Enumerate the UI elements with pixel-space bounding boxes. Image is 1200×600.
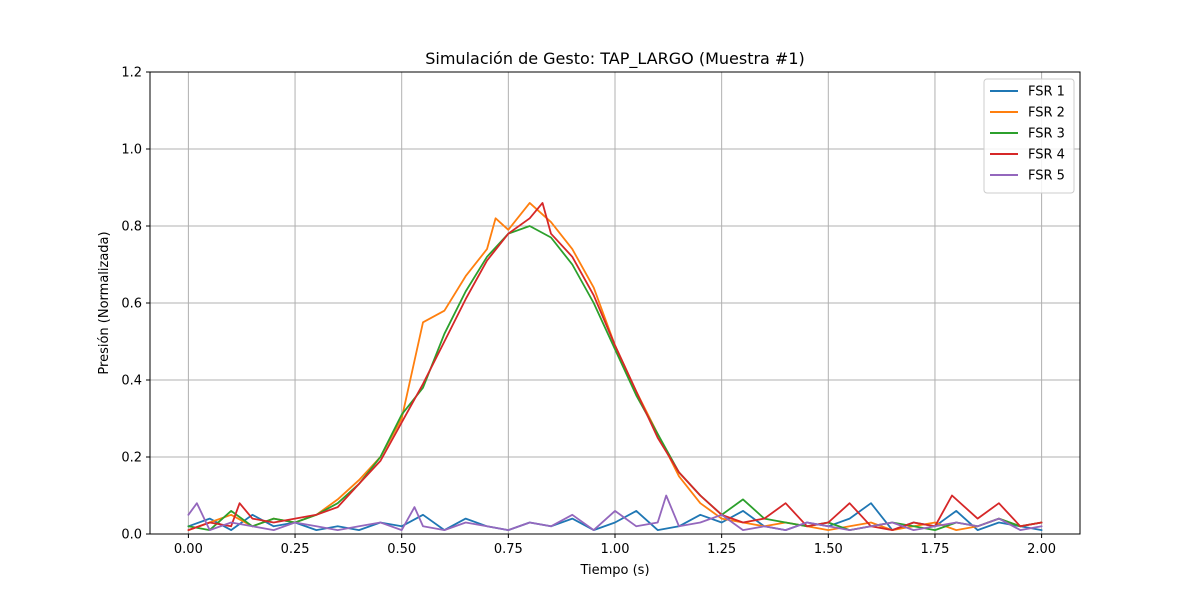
- legend-label: FSR 5: [1028, 169, 1065, 184]
- chart-title: Simulación de Gesto: TAP_LARGO (Muestra …: [425, 49, 805, 69]
- series-line-fsr-5: [187, 494, 1043, 531]
- x-tick-label: 0.75: [494, 542, 523, 557]
- legend-label: FSR 2: [1028, 106, 1065, 121]
- y-tick-label: 0.0: [121, 528, 142, 543]
- y-axis-label: Presión (Normalizada): [97, 231, 112, 374]
- y-tick-label: 1.0: [121, 143, 142, 158]
- series-line-fsr-4: [187, 201, 1043, 531]
- y-tick-label: 1.2: [121, 66, 142, 81]
- axis-ticks: 0.00 0.25 0.50 0.75 1.00 1.25 1.50 1.75 2.00 0.0 0…: [121, 66, 1056, 558]
- legend-label: FSR 1: [1028, 85, 1065, 100]
- legend-box: [983, 78, 1075, 194]
- x-tick-label: 2.00: [1027, 542, 1056, 557]
- legend-label: FSR 3: [1028, 127, 1065, 142]
- x-tick-label: 0.25: [281, 542, 310, 557]
- legend-label: FSR 4: [1028, 148, 1065, 163]
- y-tick-label: 0.8: [121, 220, 142, 235]
- series-line-fsr-3: [187, 225, 1043, 531]
- x-tick-label: 0.50: [387, 542, 416, 557]
- x-tick-label: 1.50: [814, 542, 843, 557]
- x-tick-label: 0.00: [174, 542, 203, 557]
- series-lines: [187, 201, 1043, 531]
- legend: FSR 1 FSR 2 FSR 3 FSR 4 FSR 5: [983, 78, 1075, 194]
- x-axis-label: Tiempo (s): [579, 563, 649, 578]
- y-tick-label: 0.6: [121, 297, 142, 312]
- x-tick-label: 1.00: [601, 542, 630, 557]
- y-tick-label: 0.4: [121, 374, 142, 389]
- x-tick-label: 1.75: [920, 542, 949, 557]
- x-tick-label: 1.25: [707, 542, 736, 557]
- y-tick-label: 0.2: [121, 451, 142, 466]
